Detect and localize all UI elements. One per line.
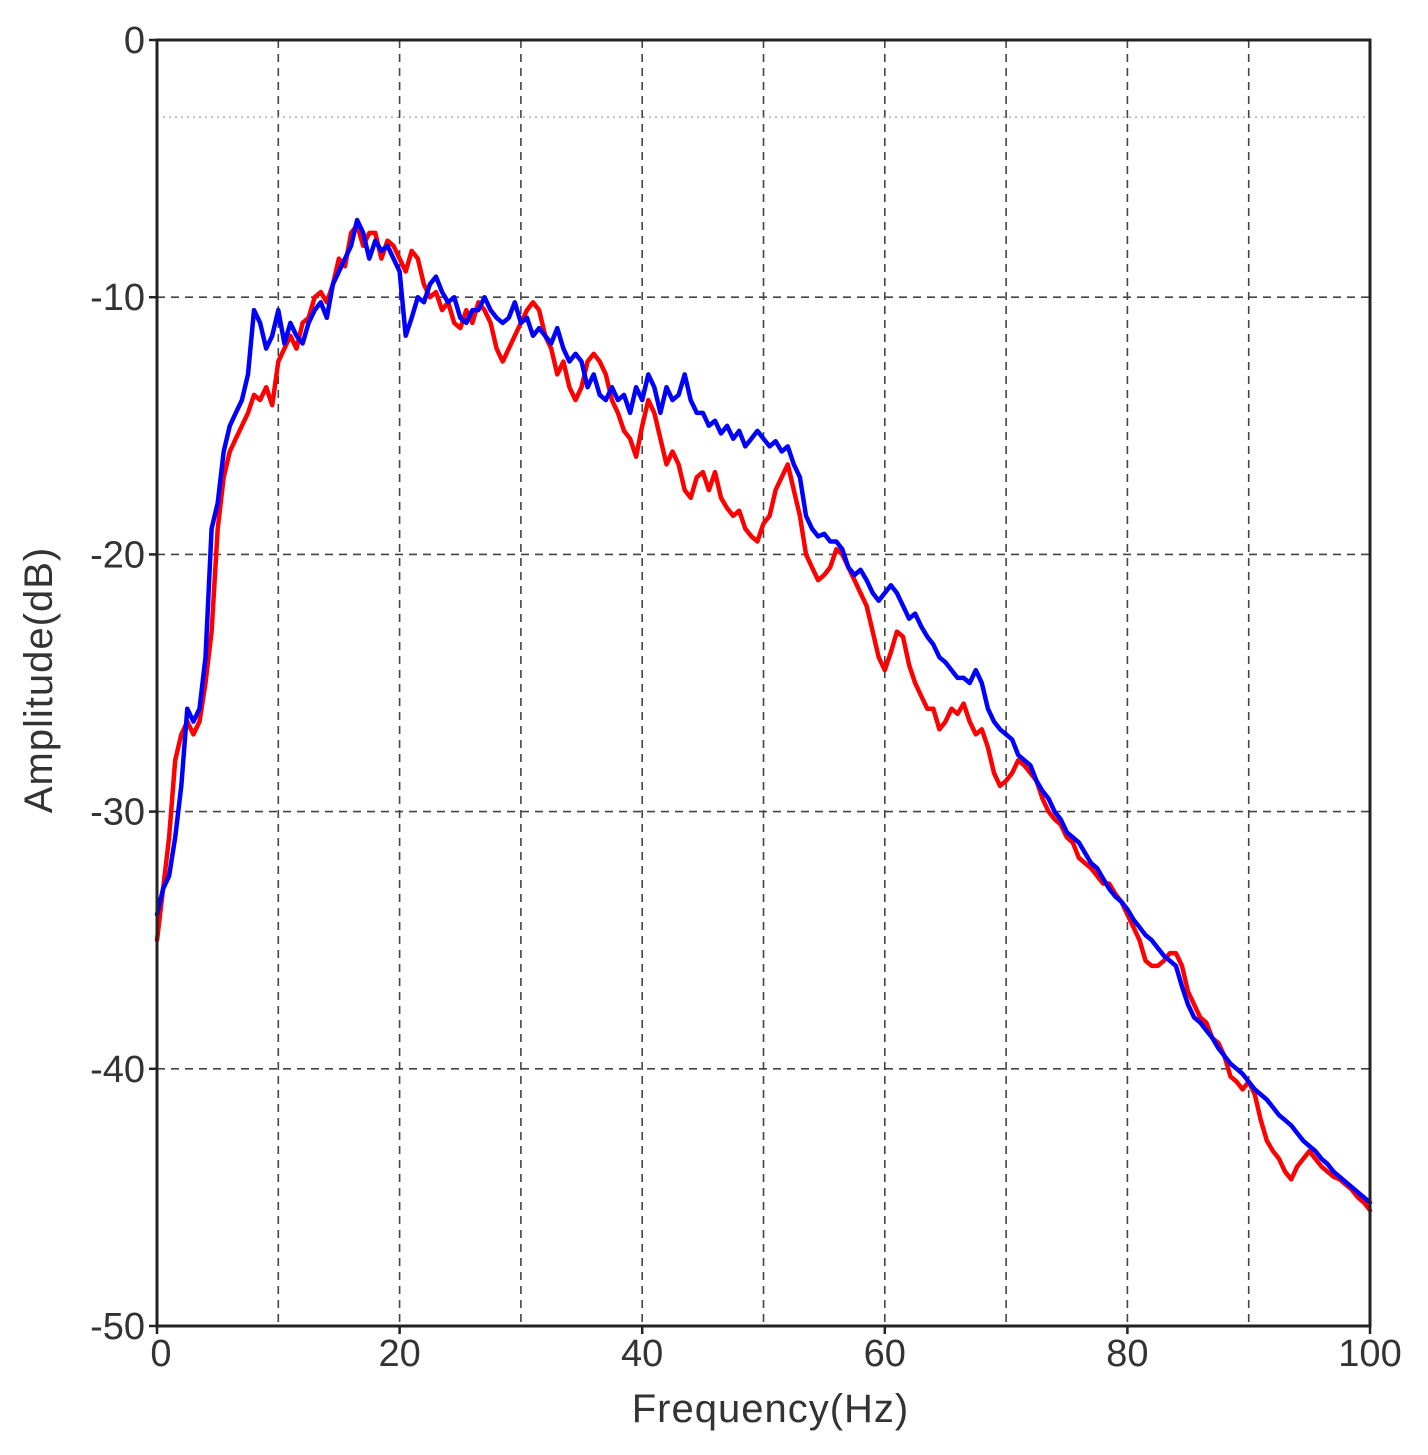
y-tick-label-neg50: -50 <box>90 1306 145 1348</box>
x-tick-label-40: 40 <box>621 1333 663 1375</box>
plot-frame <box>155 38 1372 1328</box>
x-tick-label-80: 80 <box>1106 1333 1148 1375</box>
series-line-1 <box>154 222 1373 1213</box>
x-axis-title: Frequency(Hz) <box>632 1387 910 1431</box>
y-tick-label-neg20: -20 <box>90 534 145 576</box>
series-line-2 <box>154 217 1373 1205</box>
y-axis-title: Amplitude(dB) <box>17 547 61 813</box>
axis-ticks: 0 20 40 60 80 100 0 -10 -20 -30 -40 -50 <box>90 20 1402 1375</box>
x-tick-label-60: 60 <box>864 1333 906 1375</box>
x-tick-label-20: 20 <box>378 1333 420 1375</box>
y-tick-label-neg40: -40 <box>90 1049 145 1091</box>
y-tick-label-0: 0 <box>124 20 145 62</box>
series-group <box>154 217 1373 1213</box>
x-tick-label-0: 0 <box>150 1333 171 1375</box>
y-tick-label-neg30: -30 <box>90 792 145 834</box>
grid-lines <box>157 40 1370 1326</box>
x-tick-label-100: 100 <box>1338 1333 1401 1375</box>
y-tick-label-neg10: -10 <box>90 277 145 319</box>
